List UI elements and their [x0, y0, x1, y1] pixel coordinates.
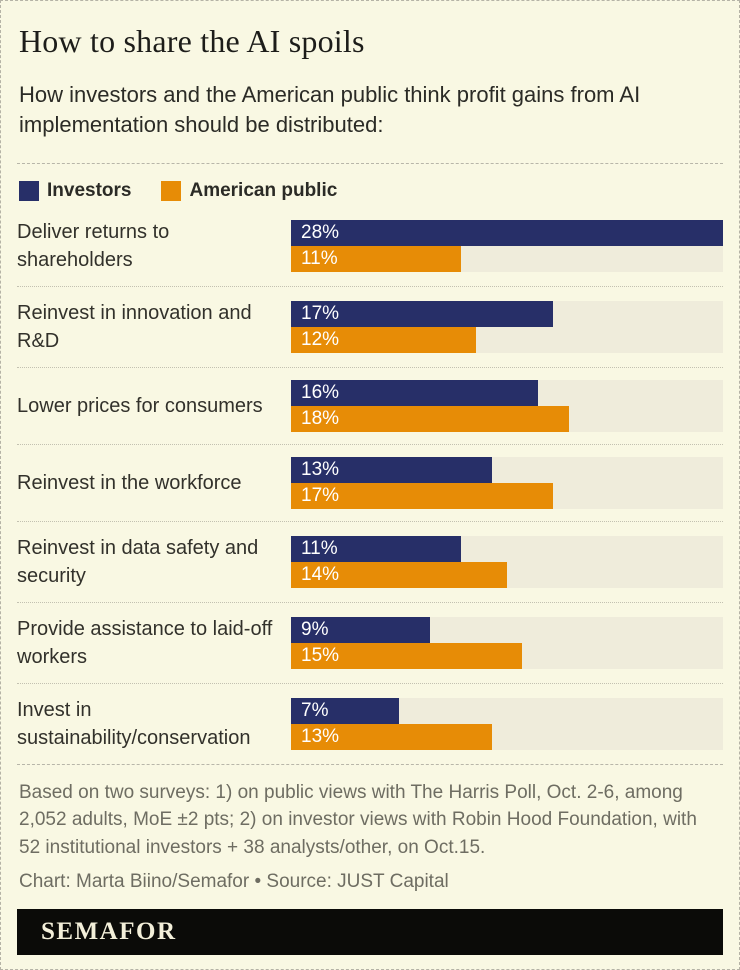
legend-label-investors: Investors — [47, 179, 132, 201]
bar-track: 28% 11% — [291, 219, 723, 272]
category-label: Invest in sustainability/conservation — [17, 698, 251, 749]
bar-value-label: 17% — [301, 302, 340, 324]
bar-track: 13% 17% — [291, 456, 723, 509]
bar-value-label: 18% — [301, 407, 340, 429]
category-label: Reinvest in data safety and security — [17, 536, 259, 587]
bar-track: 9% 15% — [291, 616, 723, 669]
investors-bar: 13% — [291, 456, 492, 483]
bar-value-label: 14% — [301, 563, 340, 585]
category-row: Invest in sustainability/conservation 7% 1… — [17, 682, 723, 764]
bar-track: 17% 12% — [291, 300, 723, 353]
category-row: Deliver returns to shareholders 28% 11% — [17, 206, 723, 286]
bar-value-label: 16% — [301, 381, 340, 403]
investors-bar: 28% — [291, 219, 723, 246]
public-bar: 14% — [291, 561, 507, 588]
investors-swatch-icon — [19, 180, 39, 201]
bar-value-label: 13% — [301, 458, 340, 480]
chart-title: How to share the AI spoils — [19, 23, 365, 59]
category-label: Lower prices for consumers — [17, 394, 263, 417]
credit-line: Chart: Marta Biino/Semafor • Source: JUS… — [19, 871, 449, 893]
public-bar: 13% — [291, 723, 492, 750]
top-divider — [17, 162, 723, 164]
category-row: Reinvest in data safety and security 11% 1… — [17, 520, 723, 602]
category-row: Reinvest in the workforce 13% 17% — [17, 443, 723, 521]
bar-track: 11% 14% — [291, 535, 723, 588]
bar-value-label: 15% — [301, 644, 340, 666]
investors-bar: 11% — [291, 535, 461, 562]
category-row: Lower prices for consumers 16% 18% — [17, 366, 723, 444]
investors-bar: 9% — [291, 616, 430, 643]
bar-value-label: 17% — [301, 484, 340, 506]
public-bar: 18% — [291, 405, 569, 432]
bar-value-label: 12% — [301, 328, 340, 350]
legend-item-public: American public — [161, 180, 337, 202]
bottom-divider — [17, 763, 723, 765]
category-row: Reinvest in innovation and R&D 17% 12% — [17, 285, 723, 367]
bar-value-label: 28% — [301, 221, 340, 243]
bar-chart: Deliver returns to shareholders 28% 11% Rei… — [17, 206, 723, 764]
category-label: Reinvest in the workforce — [17, 471, 242, 494]
chart-subtitle: How investors and the American public th… — [19, 82, 641, 138]
bar-track: 16% 18% — [291, 379, 723, 432]
bar-value-label: 7% — [301, 699, 329, 721]
public-swatch-icon — [161, 180, 182, 201]
legend-item-investors: Investors — [19, 180, 131, 202]
public-bar: 11% — [291, 245, 461, 272]
category-label: Deliver returns to shareholders — [17, 220, 170, 271]
public-bar: 17% — [291, 482, 554, 509]
investors-bar: 16% — [291, 379, 538, 406]
bar-value-label: 11% — [301, 247, 338, 269]
public-bar: 12% — [291, 326, 477, 353]
category-label: Provide assistance to laid-off workers — [17, 617, 273, 668]
bar-value-label: 9% — [301, 618, 329, 640]
bar-value-label: 11% — [301, 537, 338, 559]
semafor-logo: SEMAFOR — [41, 918, 177, 946]
category-row: Provide assistance to laid-off workers 9%… — [17, 601, 723, 683]
category-label: Reinvest in innovation and R&D — [17, 301, 252, 352]
bar-track: 7% 13% — [291, 697, 723, 750]
investors-bar: 17% — [291, 300, 554, 327]
brand-bar: SEMAFOR — [17, 909, 723, 956]
legend-label-public: American public — [189, 179, 338, 201]
public-bar: 15% — [291, 642, 523, 669]
legend: Investors American public — [19, 180, 723, 202]
investors-bar: 7% — [291, 697, 399, 724]
bar-value-label: 13% — [301, 725, 340, 747]
methodology-note: Based on two surveys: 1) on public views… — [19, 781, 697, 858]
